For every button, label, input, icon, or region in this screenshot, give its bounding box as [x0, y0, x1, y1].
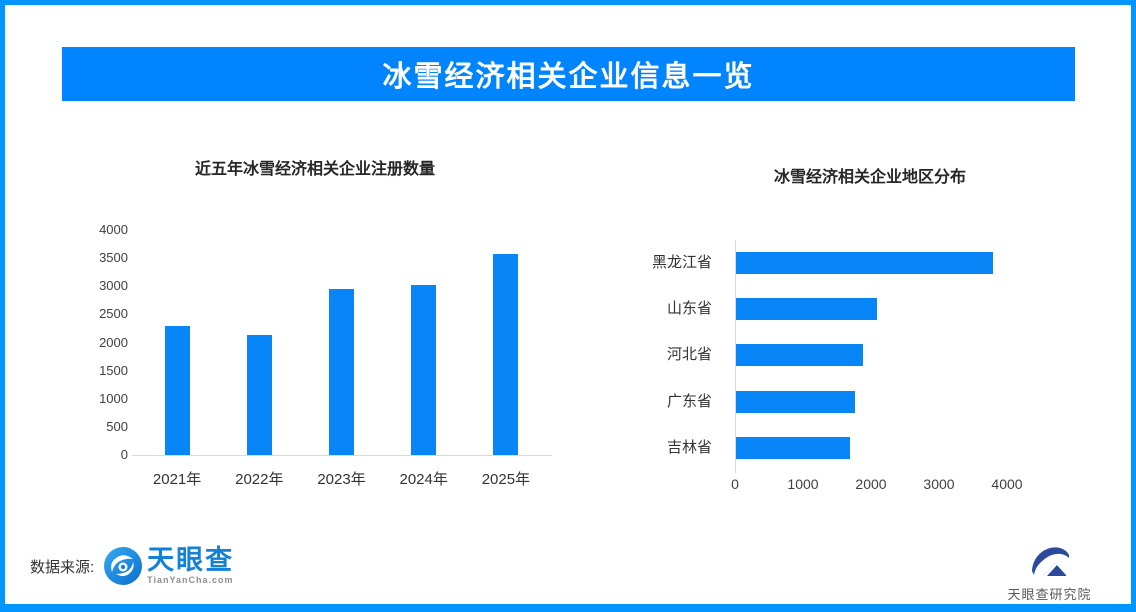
registrations-bar-chart: 4000 3500 3000 2500 2000 1500 1000 500 0 2021年 202… — [90, 222, 570, 498]
bar-2021年 — [164, 325, 190, 455]
y-tick-label: 0 — [120, 447, 128, 462]
header-banner: 冰雪经济相关企业信息一览 — [62, 47, 1075, 101]
region-label: 山东省 — [666, 300, 712, 318]
y-tick-label: 1500 — [99, 362, 128, 378]
region-label: 广东省 — [666, 392, 712, 410]
regions-chart-title: 冰雪经济相关企业地区分布 — [773, 169, 966, 186]
regions-bar-chart: 黑龙江省山东省河北省广东省吉林省 0 1000 2000 3000 4000 — [640, 235, 1100, 510]
y-tick-label: 1000 — [99, 390, 128, 406]
y-tick-label: 2000 — [99, 334, 128, 350]
x-category-label: 2021年 — [152, 471, 202, 488]
axis-tick-mark — [735, 467, 736, 473]
registrations-chart-title: 近五年冰雪经济相关企业注册数量 — [194, 161, 435, 178]
y-axis-line — [735, 240, 736, 467]
bar-河北省 — [736, 344, 864, 367]
bar-2025年 — [493, 253, 519, 455]
tianyancha-domain: TianYanCha.com — [147, 575, 234, 585]
institute-name: 天眼查研究院 — [1007, 587, 1092, 602]
region-label: 河北省 — [666, 346, 712, 364]
y-tick-label: 2500 — [99, 306, 128, 322]
x-tick-label: 0 — [731, 476, 739, 492]
x-category-label: 2022年 — [235, 471, 284, 488]
bar-2022年 — [246, 335, 272, 455]
page-title: 冰雪经济相关企业信息一览 — [382, 61, 755, 93]
bar-山东省 — [736, 298, 878, 321]
data-source: 数据来源: 天眼查 TianYanCha.com — [30, 543, 234, 589]
x-tick-label: 1000 — [787, 476, 819, 492]
bar-2023年 — [329, 289, 354, 455]
bar-吉林省 — [736, 436, 851, 459]
bar-黑龙江省 — [736, 252, 994, 274]
tianyancha-name: 天眼查 — [147, 545, 235, 575]
bar-广东省 — [736, 390, 855, 413]
x-tick-label: 3000 — [923, 476, 955, 492]
y-tick-label: 3000 — [99, 278, 128, 294]
tianyancha-institute-logo: 天眼查研究院 — [992, 545, 1107, 603]
tianyancha-wordmark: 天眼查 TianYanCha.com — [147, 547, 234, 585]
x-category-label: 2024年 — [399, 471, 448, 488]
x-axis-line — [132, 455, 552, 456]
x-tick-label: 2000 — [855, 476, 887, 492]
tianyancha-eye-icon — [104, 547, 143, 585]
y-tick-label: 4000 — [99, 222, 128, 237]
institute-swoosh-icon — [1031, 547, 1069, 576]
y-tick-label: 500 — [106, 418, 128, 434]
bar-2024年 — [411, 284, 437, 455]
data-source-label: 数据来源: — [30, 558, 95, 576]
x-category-label: 2025年 — [481, 471, 531, 488]
y-tick-label: 3500 — [99, 250, 128, 266]
tianyancha-logo: 天眼查 TianYanCha.com — [104, 547, 234, 585]
region-label: 吉林省 — [666, 438, 712, 456]
region-label: 黑龙江省 — [651, 254, 712, 271]
x-tick-label: 4000 — [991, 476, 1023, 492]
x-category-label: 2023年 — [317, 471, 366, 488]
